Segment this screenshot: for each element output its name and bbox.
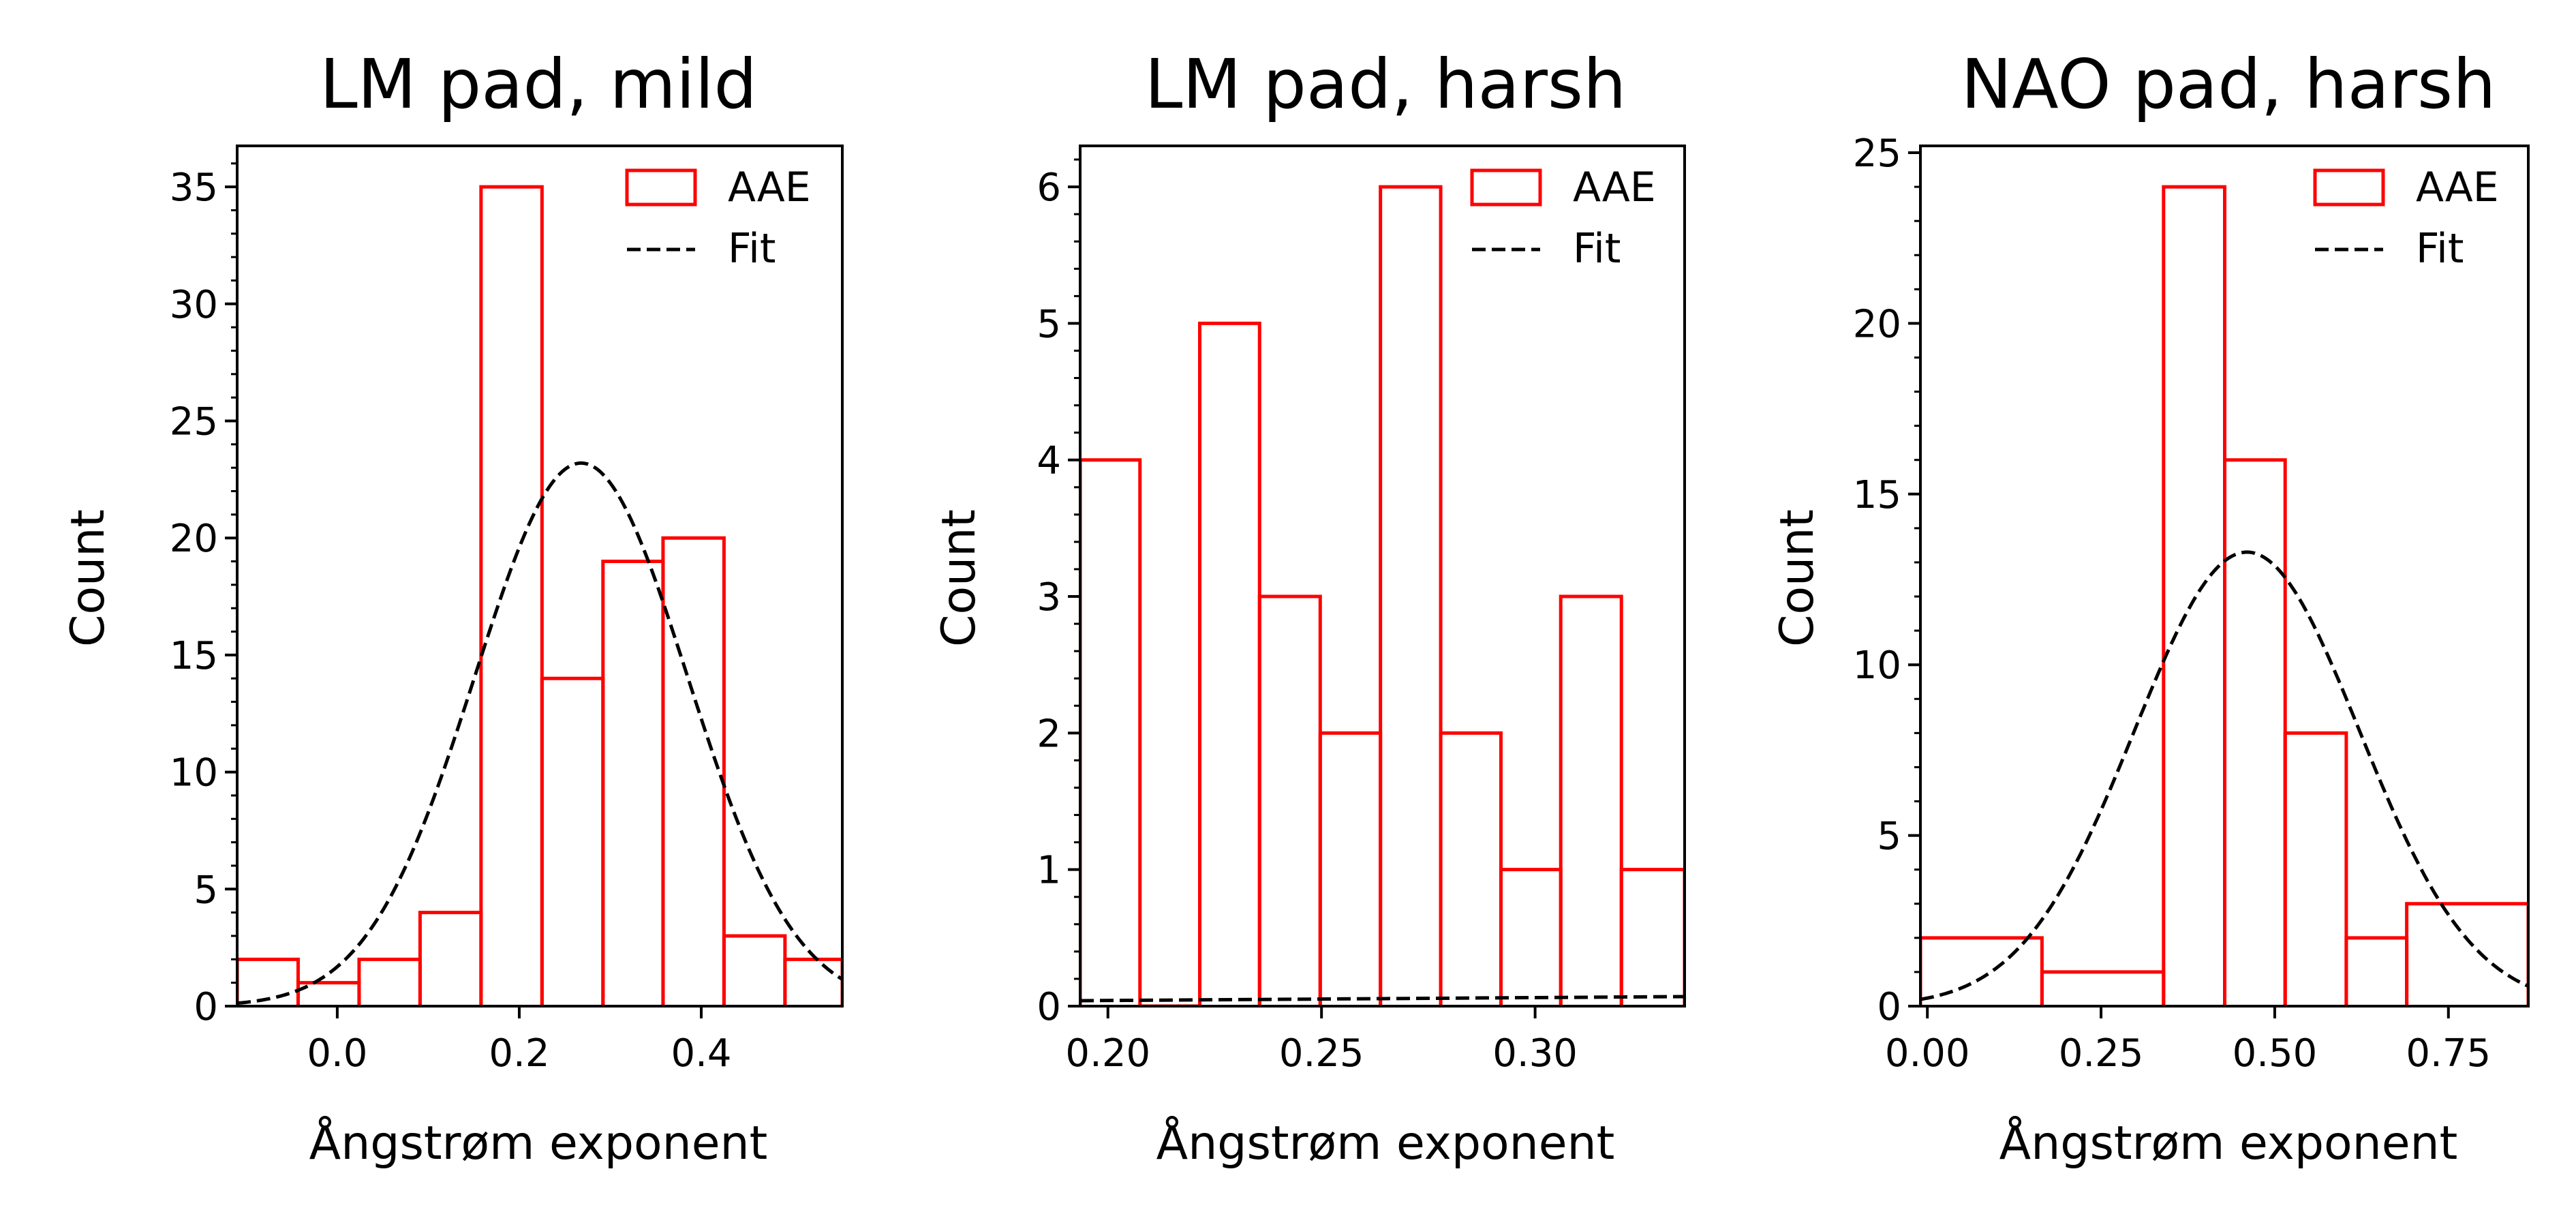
axes-frame: [1919, 145, 2530, 1008]
x-tick-label: 0.25: [1279, 1031, 1364, 1076]
y-tick-label: 5: [1877, 815, 1901, 859]
x-tick-label: 0.4: [671, 1031, 731, 1076]
y-axis-label: Count: [932, 509, 986, 647]
histogram-bar: [1080, 458, 1142, 1006]
y-tick-label: 4: [1037, 439, 1061, 483]
x-tick-label: 0.2: [489, 1031, 549, 1076]
axes-frame: [1079, 145, 1686, 1008]
y-tick-label: 1: [1037, 849, 1061, 893]
histogram-bar: [783, 957, 842, 1006]
histogram-bar: [1619, 868, 1685, 1006]
y-tick-label: 10: [1853, 643, 1901, 688]
plot-area: [1920, 185, 2528, 1006]
x-axis-label: Ångstrøm exponent: [1156, 1115, 1615, 1170]
x-tick-label: 0.20: [1065, 1031, 1150, 1076]
x-tick-label: 0.0: [307, 1031, 367, 1076]
y-tick-label: 25: [170, 399, 218, 444]
histogram-bar: [2405, 902, 2528, 1006]
plot-area: [1080, 185, 1685, 1006]
y-tick-label: 0: [194, 985, 218, 1029]
y-tick-label: 5: [194, 868, 218, 912]
y-tick-label: 3: [1037, 575, 1061, 620]
y-tick-label: 0: [1037, 985, 1061, 1029]
axes-frame: [236, 145, 844, 1008]
panel-title: LM pad, mild: [320, 44, 757, 124]
legend-label-aae: AAE: [1573, 164, 1656, 211]
y-tick-label: 2: [1037, 712, 1061, 756]
fit-curve: [237, 461, 842, 1005]
y-tick-label: 20: [170, 517, 218, 561]
legend-swatch-aae: [1470, 168, 1542, 207]
plot-area: [237, 185, 842, 1006]
panel-title: NAO pad, harsh: [1961, 44, 2496, 124]
legend-swatch-aae: [625, 168, 697, 207]
y-axis-label: Count: [61, 509, 115, 647]
x-tick-label: 0.50: [2233, 1031, 2318, 1076]
histogram-bar: [1559, 594, 1623, 1006]
legend-label-aae: AAE: [728, 164, 811, 211]
histogram-bar: [479, 185, 544, 1006]
panel-title: LM pad, harsh: [1145, 44, 1627, 124]
y-tick-label: 5: [1037, 302, 1061, 346]
x-tick-label: 0.25: [2059, 1031, 2144, 1076]
legend-label-fit: Fit: [1573, 225, 1621, 273]
panel-lm-pad-harsh: LM pad, harsh Ångstrøm exponent Count AA…: [932, 44, 1686, 1170]
histogram-bar: [2283, 731, 2348, 1006]
y-tick-label: 25: [1853, 132, 1901, 176]
legend-label-fit: Fit: [728, 225, 776, 273]
y-tick-label: 15: [1853, 473, 1901, 517]
panel-lm-pad-mild: LM pad, mild Ångstrøm exponent Count AAE…: [61, 44, 844, 1170]
y-axis-label: Count: [1770, 509, 1824, 647]
panel-nao-pad-harsh: NAO pad, harsh Ångstrøm exponent Count A…: [1770, 44, 2530, 1170]
legend-swatch-aae: [2313, 168, 2385, 207]
y-tick-label: 15: [170, 634, 218, 678]
histogram-bar: [661, 536, 726, 1006]
x-axis-label: Ångstrøm exponent: [1999, 1115, 2458, 1170]
y-tick-label: 30: [170, 283, 218, 327]
y-tick-label: 20: [1853, 302, 1901, 346]
histogram-bar: [1379, 185, 1443, 1006]
y-tick-label: 35: [170, 166, 218, 210]
fit-curve: [1080, 995, 1685, 1003]
y-tick-label: 6: [1037, 166, 1061, 210]
x-tick-label: 0.00: [1885, 1031, 1970, 1076]
legend-label-fit: Fit: [2416, 225, 2464, 273]
fit-curve: [1920, 550, 2528, 1001]
legend-label-aae: AAE: [2416, 164, 2499, 211]
y-tick-label: 10: [170, 751, 218, 796]
y-tick-label: 0: [1877, 985, 1901, 1029]
x-axis-label: Ångstrøm exponent: [309, 1115, 768, 1170]
x-tick-label: 0.30: [1492, 1031, 1578, 1076]
x-tick-label: 0.75: [2406, 1031, 2491, 1076]
